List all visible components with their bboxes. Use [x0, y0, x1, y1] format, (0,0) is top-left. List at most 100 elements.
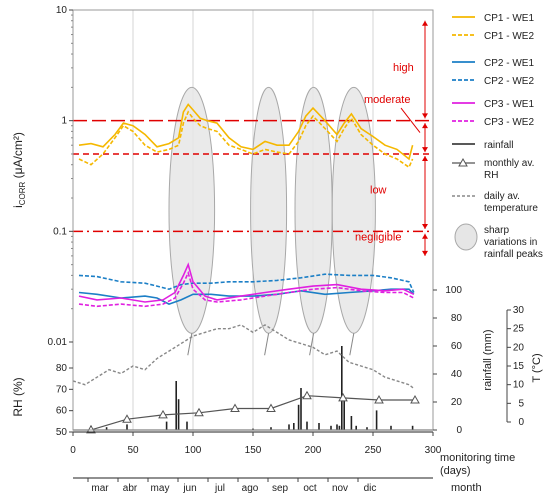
- level-high: high: [393, 62, 414, 74]
- rh-marker: [194, 407, 204, 417]
- ellipse-arrow: [264, 333, 270, 356]
- level-moderate: moderate: [364, 94, 410, 106]
- month-label: abr: [123, 483, 138, 494]
- temperature-tick-label: 15: [513, 361, 525, 372]
- legend-label: rainfall: [484, 140, 513, 151]
- legend-label: CP3 - WE1: [484, 99, 534, 110]
- month-label: may: [151, 483, 170, 494]
- rainfall-tick-label: 80: [451, 313, 463, 324]
- level-arrowhead: [422, 250, 428, 256]
- rh-tick-label: 50: [56, 427, 68, 438]
- month-label: jul: [214, 483, 225, 494]
- x-tick-label: 150: [245, 445, 262, 456]
- legend-label: CP2 - WE1: [484, 58, 534, 69]
- month-label: jun: [182, 483, 196, 494]
- sharp-variation-ellipse: [331, 86, 376, 334]
- legend-marker: [458, 157, 468, 167]
- rainfall-tick-label: 60: [451, 341, 463, 352]
- xlabel-line2: (days): [440, 465, 471, 477]
- legend-label: CP3 - WE2: [484, 117, 534, 128]
- level-arrowhead: [422, 123, 428, 129]
- month-label: mar: [91, 483, 109, 494]
- level-arrowhead: [422, 147, 428, 153]
- y-tick-label: 10: [56, 5, 68, 16]
- ylabel-icorr-sub: CORR: [18, 181, 27, 205]
- ylabel-rainfall: rainfall (mm): [482, 329, 494, 390]
- rh-tick-label: 60: [56, 406, 68, 417]
- rh-marker: [302, 390, 312, 400]
- y-tick-label: 0.1: [53, 226, 67, 237]
- x-tick-label: 200: [305, 445, 322, 456]
- month-axis-label: month: [451, 482, 482, 494]
- plot-frame: [72, 9, 434, 431]
- ylabel-icorr-unit: (μA/cm²): [11, 132, 25, 182]
- legend-label: daily av.: [484, 191, 520, 202]
- temperature-tick-label: 10: [513, 380, 525, 391]
- month-label: dic: [364, 483, 377, 494]
- y-tick-label: 1: [61, 116, 67, 127]
- month-label: ago: [242, 483, 259, 494]
- level-arrowhead: [422, 20, 428, 26]
- series-line: [78, 262, 415, 303]
- legend-label-cont: rainfall peaks: [484, 249, 543, 260]
- month-axis: mar abr may jun jul ago sep oct nov dic: [73, 477, 433, 494]
- rh-marker: [158, 409, 168, 419]
- legend: CP1 - WE1 CP1 - WE2 CP2 - WE1 CP2 - WE2 CP3 …: [452, 13, 543, 260]
- corrosion-level-labels: high moderate low negligible: [355, 20, 428, 256]
- xlabel-line1: monitoring time: [440, 452, 515, 464]
- legend-ellipse: [454, 223, 478, 251]
- temperature-tick-label: 20: [513, 342, 525, 353]
- legend-label: sharp: [484, 225, 509, 236]
- rh-line: [90, 395, 415, 431]
- rh-tick-label: 80: [56, 363, 68, 374]
- rh-marker: [266, 403, 276, 413]
- ellipse-arrow: [349, 333, 355, 356]
- rainfall-tick-label: 40: [451, 369, 463, 380]
- series-line: [78, 270, 415, 308]
- rh-tick-label: 70: [56, 384, 68, 395]
- y-tick-label: 0.01: [48, 337, 68, 348]
- month-label: oct: [303, 483, 317, 494]
- temperature-tick-label: 30: [513, 305, 525, 316]
- month-label: sep: [272, 483, 289, 494]
- rainfall-tick-label: 0: [456, 425, 462, 436]
- threshold-lines: [73, 119, 433, 233]
- rh-marker: [374, 394, 384, 404]
- moderate-pointer: [400, 107, 421, 133]
- sharp-variation-ellipses: [168, 86, 376, 356]
- series-line: [78, 110, 414, 169]
- x-tick-label: 300: [425, 445, 442, 456]
- rh-marker: [410, 394, 420, 404]
- axes: 1010.10.01807060501008060402003025201510…: [48, 5, 525, 456]
- level-arrowhead: [422, 155, 428, 161]
- legend-label-cont: temperature: [484, 203, 538, 214]
- temperature-tick-label: 0: [518, 417, 524, 428]
- temperature-tick-label: 25: [513, 324, 525, 335]
- rainfall-tick-label: 20: [451, 397, 463, 408]
- x-tick-label: 50: [127, 445, 139, 456]
- month-label: nov: [332, 483, 348, 494]
- series-line: [78, 273, 415, 293]
- legend-label: CP1 - WE2: [484, 31, 534, 42]
- sharp-variation-ellipse: [294, 86, 333, 334]
- rainfall-tick-label: 100: [445, 285, 462, 296]
- level-negligible: negligible: [355, 231, 401, 243]
- rh-marker: [230, 403, 240, 413]
- level-low: low: [370, 184, 387, 196]
- rh-marker: [86, 424, 96, 434]
- legend-label: CP1 - WE1: [484, 13, 534, 24]
- legend-label: CP2 - WE2: [484, 76, 534, 87]
- x-tick-label: 250: [365, 445, 382, 456]
- ellipse-arrow: [309, 333, 315, 356]
- temperature-line: [72, 324, 415, 389]
- legend-label-cont: RH: [484, 170, 498, 181]
- rh-marker: [122, 414, 132, 423]
- corrosion-series: [78, 103, 415, 308]
- temperature-tick-label: 5: [518, 398, 524, 409]
- series-line: [78, 103, 414, 161]
- x-tick-label: 100: [185, 445, 202, 456]
- rh-marker: [338, 392, 348, 402]
- x-tick-label: 0: [70, 445, 76, 456]
- ylabel-icorr-main: i: [11, 205, 25, 208]
